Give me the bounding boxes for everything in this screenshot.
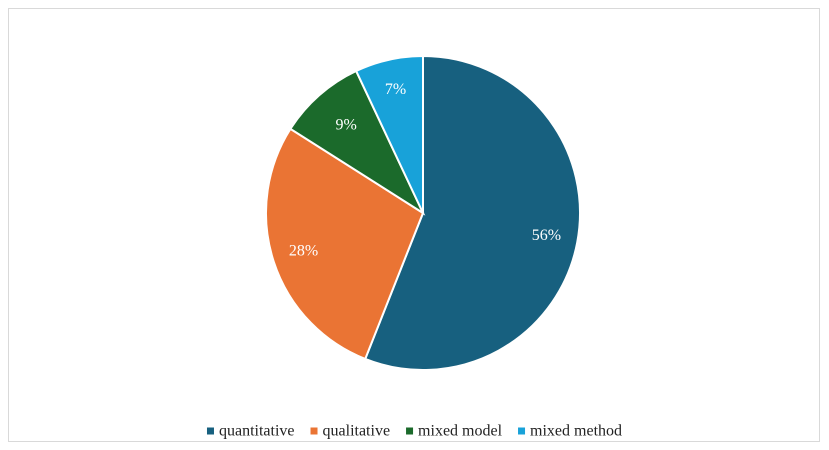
- legend-swatch-qualitative: [310, 427, 318, 435]
- pie-slice-quantitative: [363, 54, 581, 371]
- slice-label-mixed-model: 9%: [336, 117, 357, 134]
- legend-swatch-quantitative: [206, 427, 214, 435]
- legend-label-quantitative: quantitative: [219, 423, 295, 440]
- slice-label-quantitative: 56%: [532, 227, 561, 244]
- slice-label-mixed-method: 7%: [385, 81, 406, 98]
- legend-swatch-mixed-method: [518, 427, 526, 435]
- legend-label-mixed-model: mixed model: [418, 423, 503, 440]
- pie-slice-mixed-method: [354, 54, 424, 214]
- legend-label-mixed-method: mixed method: [530, 423, 622, 440]
- legend: quantitative qualitative mixed model mixed …: [206, 423, 622, 440]
- slice-label-qualitative: 28%: [289, 242, 318, 259]
- pie-slice-mixed-model: [289, 69, 426, 216]
- pie-slices: [265, 54, 581, 371]
- pie-slice-qualitative: [265, 127, 425, 361]
- legend-swatch-mixed-model: [406, 427, 414, 435]
- pie-slice-labels: 56% 28% 9% 7%: [289, 81, 561, 259]
- legend-label-qualitative: qualitative: [323, 423, 391, 440]
